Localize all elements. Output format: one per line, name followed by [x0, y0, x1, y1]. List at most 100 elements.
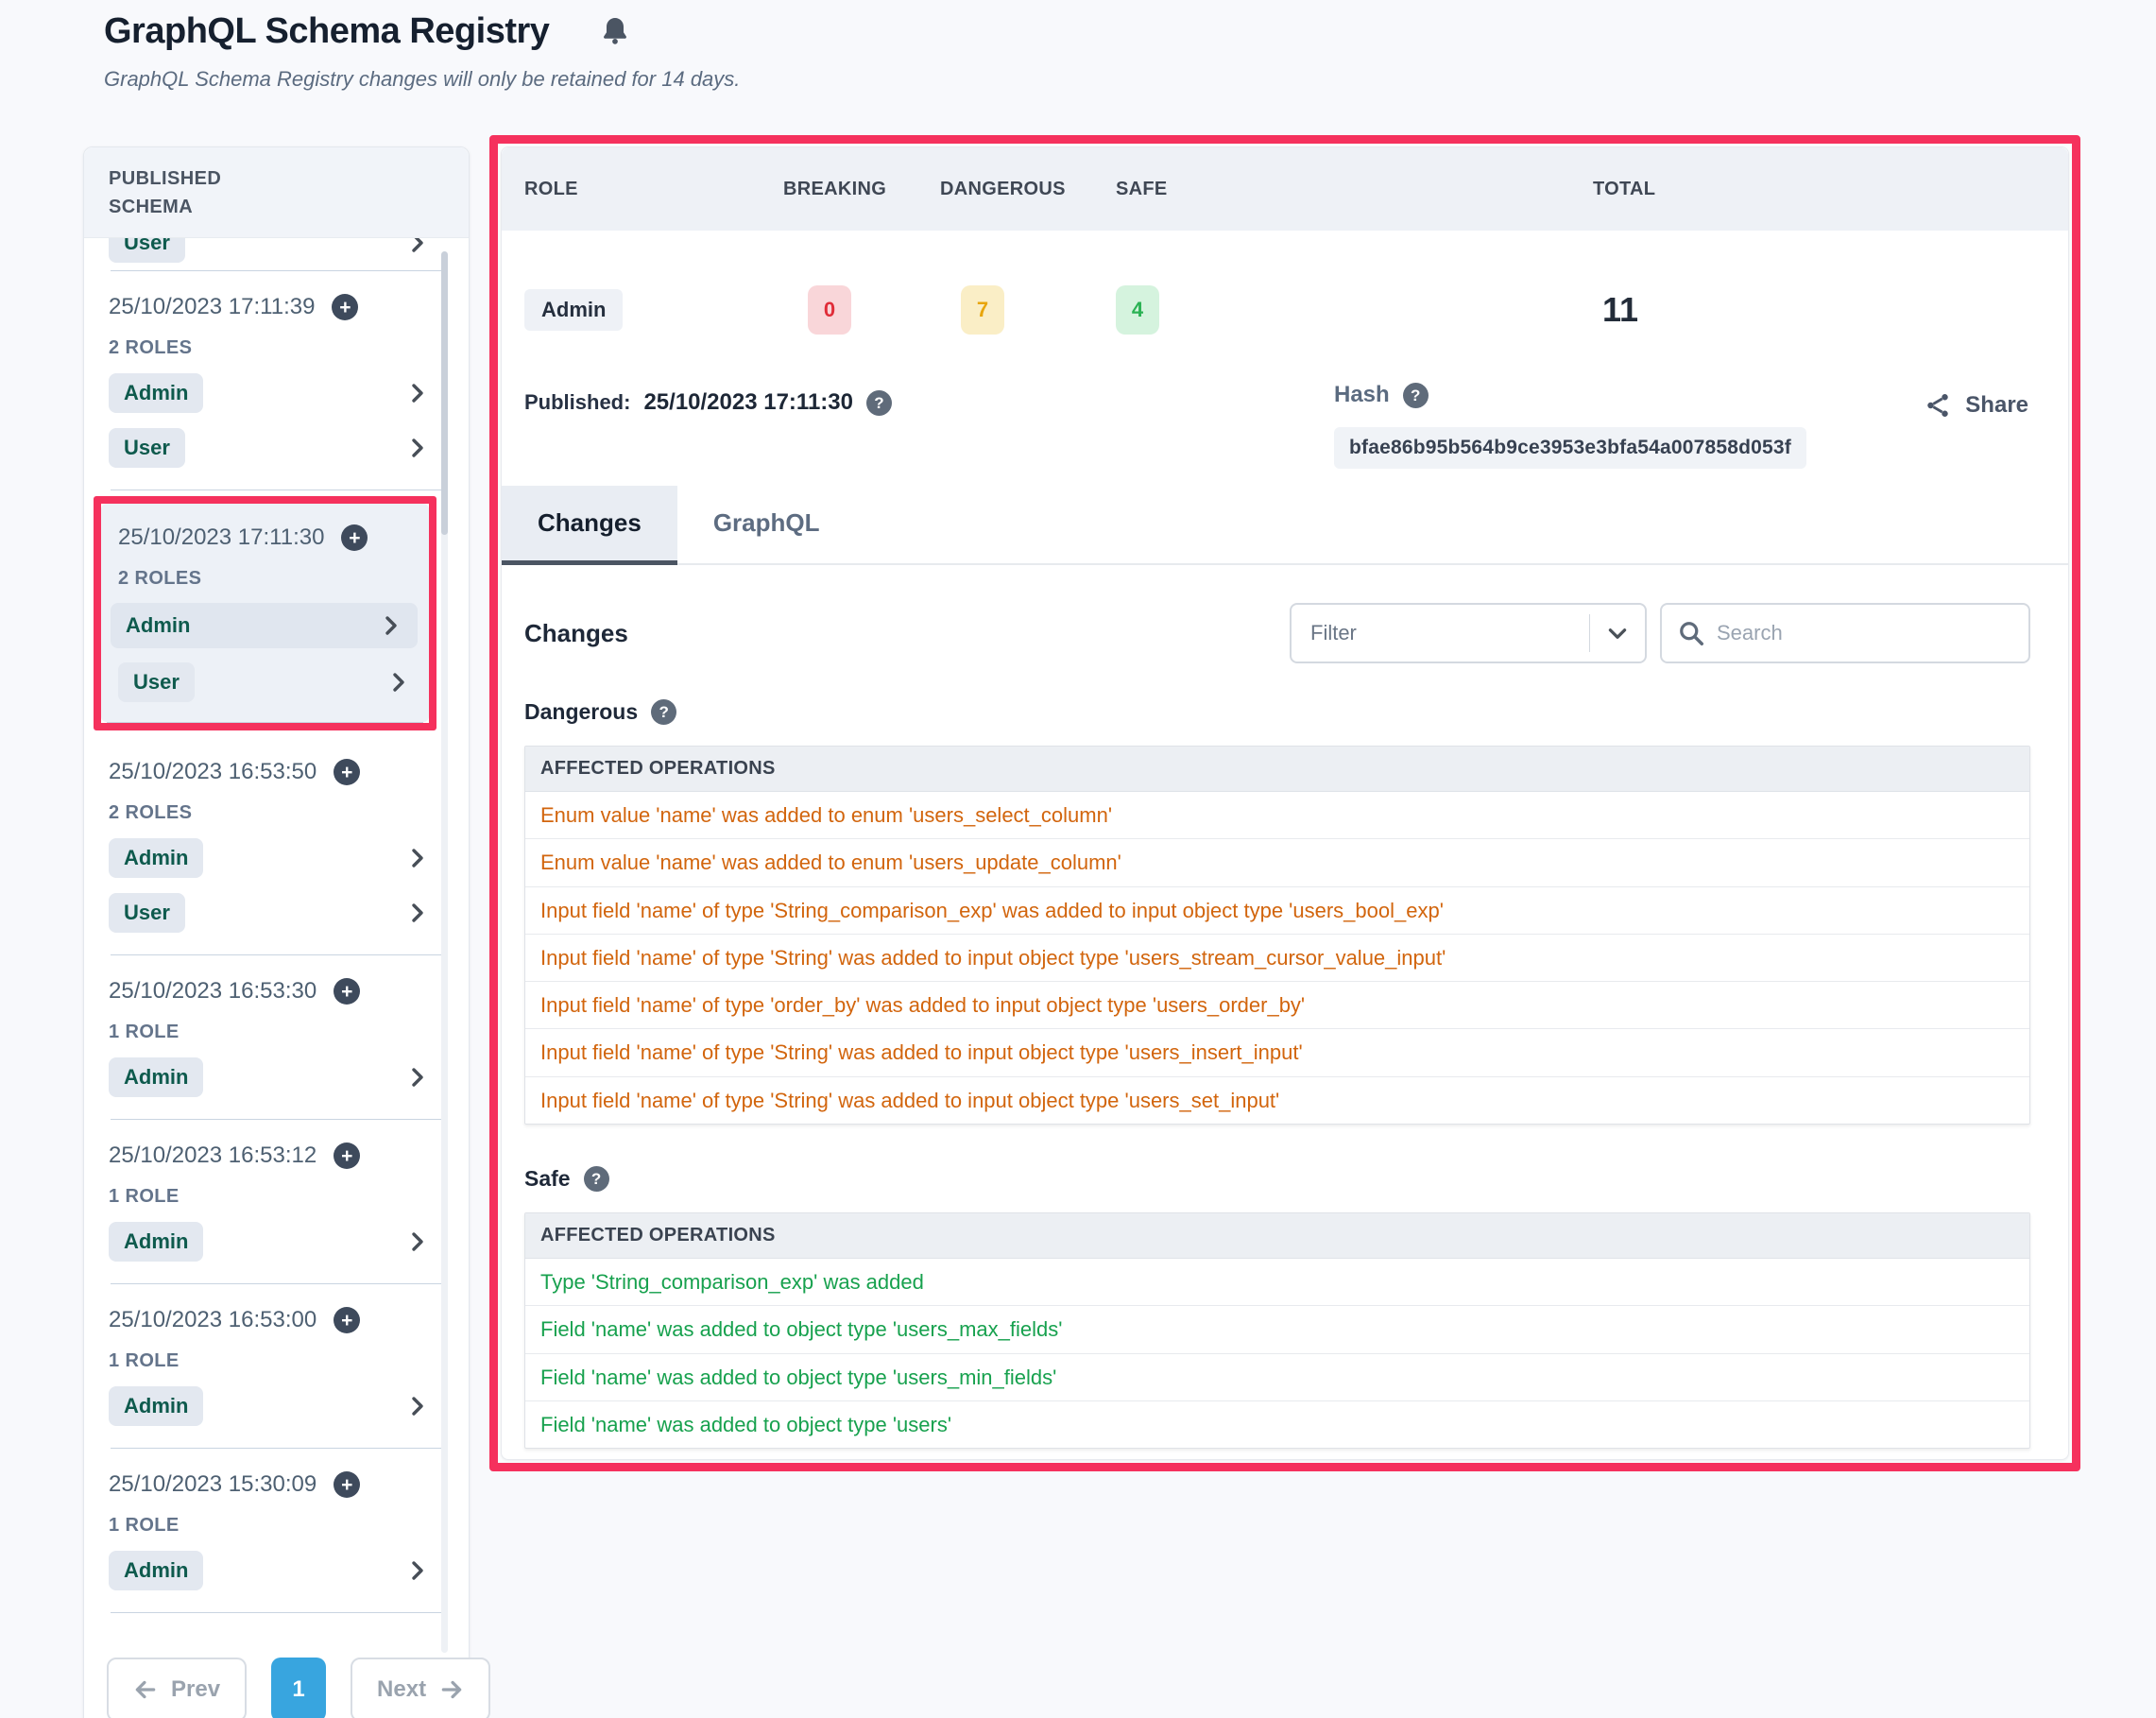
roles-count-label: 1 ROLE [109, 1350, 180, 1371]
publish-timestamp: 25/10/2023 16:53:50 [109, 759, 317, 784]
schema-version-entry: 25/10/2023 16:53:12 +1 ROLE Admin [84, 1120, 469, 1284]
role-row[interactable]: Admin [109, 1550, 429, 1591]
chevron-right-icon [412, 1561, 423, 1580]
chevron-right-icon [412, 1397, 423, 1416]
roles-count-label: 2 ROLES [118, 568, 202, 589]
publish-meta-row: Published: 25/10/2023 17:11:30 ? Hash ? … [502, 382, 2068, 472]
hash-value: bfae86b95b564b9ce3953e3bfa54a007858d053f [1334, 427, 1807, 469]
roles-count-label: 1 ROLE [109, 1186, 180, 1207]
arrow-right-icon [441, 1680, 462, 1699]
changes-heading: Changes [524, 618, 628, 647]
role-row[interactable]: User [109, 427, 429, 469]
help-icon[interactable]: ? [583, 1166, 609, 1193]
affected-operations-header: AFFECTED OPERATIONS [525, 1213, 2029, 1260]
search-box [1660, 603, 2030, 663]
chevron-right-icon [412, 1068, 423, 1087]
change-row: Input field 'name' of type 'order_by' wa… [525, 982, 2029, 1030]
changes-toolbar: Changes Filter [524, 603, 2030, 663]
schema-details-panel: ROLE BREAKING DANGEROUS SAFE TOTAL Admin… [501, 146, 2069, 1460]
publish-timestamp: 25/10/2023 16:53:30 [109, 978, 317, 1004]
add-circle-icon[interactable]: + [334, 759, 361, 785]
role-row[interactable]: Admin [109, 837, 429, 879]
safe-count: 4 [1116, 285, 1159, 335]
role-row[interactable]: Admin [109, 1385, 429, 1427]
truncated-role-row[interactable]: User [84, 238, 469, 270]
divider [111, 270, 442, 271]
summary-table-row: Admin 0 7 4 11 [502, 283, 2068, 336]
role-row[interactable]: Admin [111, 603, 418, 648]
add-circle-icon[interactable]: + [334, 1307, 361, 1333]
add-circle-icon[interactable]: + [334, 1471, 361, 1498]
chevron-right-icon [412, 1232, 423, 1251]
role-badge: Admin [109, 1222, 204, 1262]
dangerous-count: 7 [961, 285, 1004, 335]
change-row: Input field 'name' of type 'String' was … [525, 1029, 2029, 1077]
page-header: GraphQL Schema Registry GraphQL Schema R… [104, 11, 740, 92]
help-icon[interactable]: ? [865, 389, 892, 416]
schema-version-entry: 25/10/2023 16:53:30 +1 ROLE Admin [84, 955, 469, 1120]
add-circle-icon[interactable]: + [341, 524, 368, 551]
col-total: TOTAL [1593, 178, 1656, 199]
published-timestamp: 25/10/2023 17:11:30 [643, 389, 853, 415]
chevron-down-icon [1608, 628, 1627, 639]
role-badge: User [109, 238, 185, 263]
divider [111, 1612, 442, 1613]
chevron-right-icon [412, 849, 423, 868]
role-badge: Admin [109, 1551, 204, 1590]
chevron-right-icon [412, 384, 423, 403]
total-count: 11 [1602, 290, 1639, 329]
arrow-left-icon [135, 1680, 156, 1699]
role-badge: Admin [109, 1386, 204, 1426]
add-circle-icon[interactable]: + [334, 978, 361, 1005]
notification-bell-icon[interactable] [598, 15, 632, 49]
published-schema-panel: PUBLISHED SCHEMA User 25/10/2023 17:11:3… [83, 146, 491, 1718]
role-row[interactable]: Admin [109, 372, 429, 414]
role-badge: Admin [126, 613, 191, 637]
schema-version-entry: 25/10/2023 16:53:00 +1 ROLE Admin [84, 1284, 469, 1449]
role-badge: User [109, 428, 185, 468]
add-circle-icon[interactable]: + [334, 1142, 361, 1169]
role-row[interactable]: User [118, 661, 410, 703]
role-row[interactable]: User [109, 892, 429, 934]
search-input[interactable] [1717, 621, 2013, 645]
pagination: Prev 1 Next [107, 1658, 491, 1718]
schema-version-card[interactable]: 25/10/2023 15:30:09 +1 ROLE Admin [84, 1449, 469, 1612]
annotation-highlight-box: ROLE BREAKING DANGEROUS SAFE TOTAL Admin… [489, 135, 2080, 1471]
role-row[interactable]: Admin [109, 1057, 429, 1098]
schema-version-card[interactable]: 25/10/2023 17:11:39 +2 ROLES Admin User [84, 271, 469, 490]
divider [1589, 614, 1590, 652]
divider [107, 722, 423, 723]
share-button[interactable]: Share [1924, 391, 2028, 420]
tab-changes[interactable]: Changes [502, 486, 677, 565]
schema-version-card[interactable]: 25/10/2023 17:11:30 +2 ROLES Admin User [101, 504, 429, 722]
sidebar-scrollbar-thumb[interactable] [441, 251, 448, 535]
retention-note: GraphQL Schema Registry changes will onl… [104, 67, 741, 91]
add-circle-icon[interactable]: + [332, 294, 359, 320]
schema-version-card[interactable]: 25/10/2023 16:53:50 +2 ROLES Admin User [84, 736, 469, 954]
change-row: Enum value 'name' was added to enum 'use… [525, 792, 2029, 840]
prev-page-button[interactable]: Prev [107, 1658, 248, 1718]
schema-version-list: User 25/10/2023 17:11:39 +2 ROLES Admin Use… [84, 238, 469, 1665]
chevron-right-icon [412, 238, 423, 252]
next-page-button[interactable]: Next [351, 1658, 491, 1718]
schema-version-card[interactable]: 25/10/2023 16:53:00 +1 ROLE Admin [84, 1284, 469, 1448]
publish-timestamp: 25/10/2023 16:53:00 [109, 1307, 317, 1332]
filter-dropdown[interactable]: Filter [1290, 603, 1647, 663]
schema-version-card[interactable]: 25/10/2023 16:53:30 +1 ROLE Admin [84, 955, 469, 1119]
role-badge: User [118, 662, 195, 702]
schema-version-card[interactable]: 25/10/2023 16:53:12 +1 ROLE Admin [84, 1120, 469, 1283]
tab-graphql[interactable]: GraphQL [712, 508, 820, 537]
page-title: GraphQL Schema Registry [104, 11, 550, 51]
change-row: Input field 'name' of type 'String_compa… [525, 887, 2029, 935]
role-badge: Admin [109, 1057, 204, 1097]
col-safe: SAFE [1116, 178, 1168, 199]
change-row: Field 'name' was added to object type 'u… [525, 1306, 2029, 1354]
affected-operations-table: AFFECTED OPERATIONS Enum value 'name' was… [524, 746, 2030, 1125]
page-number-button[interactable]: 1 [271, 1658, 327, 1718]
col-role: ROLE [524, 178, 578, 199]
help-icon[interactable]: ? [651, 699, 677, 725]
publish-timestamp: 25/10/2023 16:53:12 [109, 1142, 317, 1168]
role-row[interactable]: Admin [109, 1221, 429, 1263]
help-icon[interactable]: ? [1402, 382, 1429, 408]
publish-timestamp: 25/10/2023 17:11:30 [118, 524, 325, 550]
